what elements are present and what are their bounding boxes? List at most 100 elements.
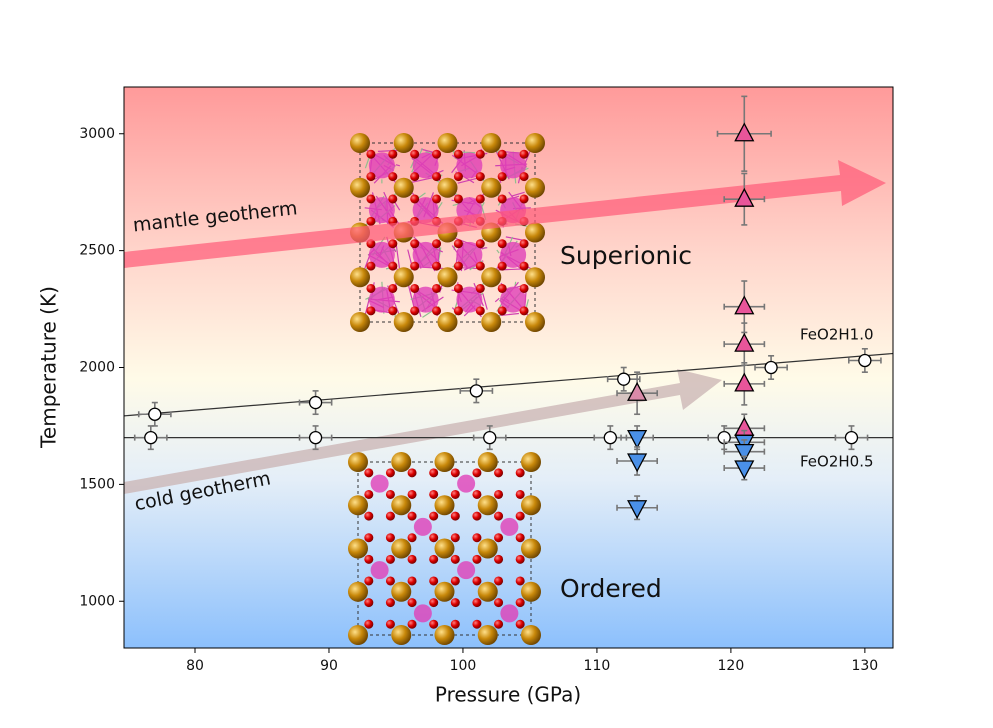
h-trajectory bbox=[511, 191, 525, 197]
o-atom bbox=[366, 149, 376, 159]
cold-geotherm-arrow bbox=[124, 369, 722, 494]
point bbox=[308, 430, 323, 445]
o-atom bbox=[519, 172, 529, 182]
fe-atom bbox=[477, 452, 498, 472]
o-atom bbox=[364, 511, 374, 521]
o-atom bbox=[472, 554, 482, 564]
h-cloud bbox=[370, 474, 389, 493]
o-atom bbox=[472, 533, 482, 543]
fe-atom bbox=[521, 581, 541, 602]
o-atom bbox=[472, 576, 482, 586]
o-atom bbox=[494, 511, 504, 521]
fit-line bbox=[123, 352, 894, 417]
h-cloud bbox=[500, 241, 527, 268]
y-tick-label: 2000 bbox=[79, 360, 115, 376]
o-atom bbox=[497, 149, 507, 159]
o-atom bbox=[364, 468, 374, 478]
fe-atom bbox=[348, 581, 368, 602]
o-atom bbox=[475, 172, 485, 182]
h-cloud bbox=[456, 286, 483, 313]
x-tick-label: 110 bbox=[584, 658, 611, 674]
o-atom bbox=[515, 576, 525, 586]
o-atom bbox=[450, 489, 460, 499]
fe-atom bbox=[477, 538, 498, 559]
o-atom bbox=[366, 283, 376, 293]
o-atom bbox=[475, 239, 485, 249]
series-label: FeO2H0.5 bbox=[800, 453, 874, 471]
o-atom bbox=[429, 489, 439, 499]
o-atom bbox=[453, 194, 463, 204]
o-atom bbox=[472, 598, 482, 608]
o-atom bbox=[450, 511, 460, 521]
h-cloud bbox=[500, 604, 519, 623]
h-cloud bbox=[457, 474, 476, 493]
o-atom bbox=[453, 283, 463, 293]
o-atom bbox=[494, 598, 504, 608]
h-trajectory bbox=[496, 249, 500, 254]
fe-atom bbox=[393, 133, 414, 153]
o-atom bbox=[497, 194, 507, 204]
h-cloud bbox=[412, 197, 439, 224]
fe-atom bbox=[521, 452, 541, 472]
o-atom bbox=[475, 261, 485, 271]
o-atom bbox=[475, 149, 485, 159]
o-atom bbox=[364, 489, 374, 499]
o-atom bbox=[366, 172, 376, 182]
annotation: Superionic bbox=[560, 241, 692, 270]
point bbox=[627, 429, 648, 450]
o-atom bbox=[388, 194, 398, 204]
o-atom bbox=[472, 468, 482, 478]
h-cloud bbox=[370, 561, 389, 580]
point bbox=[469, 384, 483, 398]
annotation: Ordered bbox=[560, 574, 662, 603]
fe-atom bbox=[481, 177, 502, 198]
o-atom bbox=[429, 511, 439, 521]
h-trajectory bbox=[494, 297, 500, 303]
o-atom bbox=[515, 598, 525, 608]
h-cloud bbox=[412, 241, 439, 268]
o-atom bbox=[432, 283, 442, 293]
o-atom bbox=[410, 283, 420, 293]
fe-atom bbox=[350, 267, 370, 288]
o-atom bbox=[515, 489, 525, 499]
fe-atom bbox=[434, 581, 455, 602]
fe-atom bbox=[481, 312, 502, 332]
x-tick-label: 100 bbox=[450, 658, 477, 674]
o-atom bbox=[366, 194, 376, 204]
fe-atom bbox=[391, 452, 412, 472]
o-atom bbox=[407, 576, 417, 586]
point bbox=[308, 395, 323, 410]
h-cloud bbox=[368, 197, 395, 224]
o-atom bbox=[407, 468, 417, 478]
fe-atom bbox=[434, 495, 455, 516]
h-cloud bbox=[368, 286, 395, 313]
fe-atom bbox=[521, 538, 541, 559]
o-atom bbox=[450, 619, 460, 629]
o-atom bbox=[497, 306, 507, 316]
mantle-geotherm-arrow bbox=[124, 160, 886, 268]
o-atom bbox=[432, 149, 442, 159]
o-atom bbox=[497, 261, 507, 271]
fe-atom bbox=[434, 625, 455, 645]
o-atom bbox=[475, 283, 485, 293]
o-atom bbox=[453, 306, 463, 316]
plot-frame bbox=[123, 86, 894, 649]
fe-atom bbox=[525, 222, 545, 243]
o-atom bbox=[385, 489, 395, 499]
o-atom bbox=[429, 576, 439, 586]
o-atom bbox=[515, 468, 525, 478]
fe-atom bbox=[350, 177, 370, 198]
fe-atom bbox=[393, 177, 414, 198]
h-trajectory bbox=[395, 164, 401, 167]
h-cloud bbox=[368, 152, 395, 179]
o-atom bbox=[497, 172, 507, 182]
fe-atom bbox=[477, 495, 498, 516]
o-atom bbox=[429, 533, 439, 543]
o-atom bbox=[515, 511, 525, 521]
point bbox=[603, 430, 617, 445]
o-atom bbox=[432, 239, 442, 249]
o-atom bbox=[407, 598, 417, 608]
o-atom bbox=[519, 306, 529, 316]
fe-atom bbox=[348, 538, 368, 559]
